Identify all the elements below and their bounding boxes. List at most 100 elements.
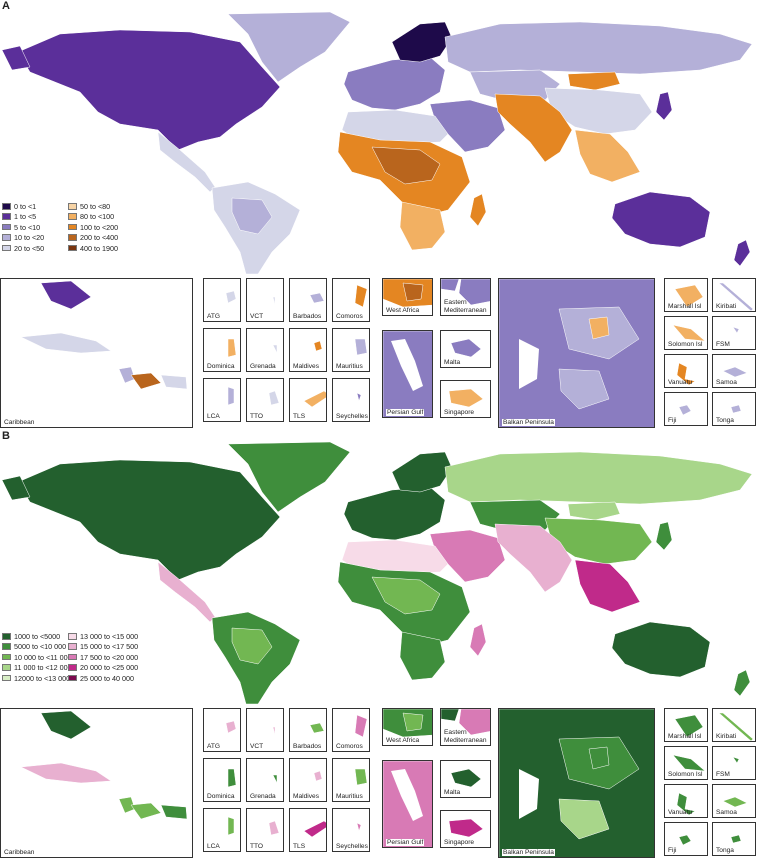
inset-kiribati: Kiribati	[712, 708, 756, 742]
inset-maldives: Maldives	[289, 328, 327, 372]
inset-label-eastern-mediterranean: Eastern Mediterranean	[444, 299, 487, 314]
inset-fsm: FSM	[712, 316, 756, 350]
inset-seychelles: Seychelles	[332, 808, 370, 852]
inset-label: Marshall Isl	[668, 302, 702, 310]
legend-swatch	[2, 633, 11, 640]
region-greenland	[227, 442, 351, 513]
inset-maldives: Maldives	[289, 758, 327, 802]
legend-swatch	[2, 674, 11, 682]
inset-grenada: Grenada	[246, 758, 284, 802]
inset-label: TTO	[250, 842, 264, 850]
legend-label: 80 to <100	[80, 212, 115, 222]
legend-swatch	[68, 674, 77, 682]
legend-swatch	[68, 244, 77, 252]
panel-label: B	[2, 430, 10, 442]
panel-a: A	[0, 0, 757, 429]
inset-vanuatu: Vanuatu	[664, 354, 708, 388]
legend: 0 to <1 1 to <5 5 to <10 10 to <20 20 to <50…	[2, 202, 212, 254]
region-russia	[444, 21, 753, 75]
panel-b: B	[0, 430, 757, 859]
inset-label: TTO	[250, 412, 264, 420]
inset-label: ATG	[207, 312, 221, 320]
legend-item: 10 to <20	[2, 233, 44, 243]
inset-label: VCT	[250, 742, 264, 750]
inset-label: Maldives	[293, 362, 320, 370]
inset-label-west-africa: West Africa	[386, 306, 420, 314]
inset-label: Barbados	[293, 742, 322, 750]
inset-marshall-isl: Marshall Isl	[664, 278, 708, 312]
inset-lca: LCA	[203, 378, 241, 422]
region-scandinavia	[391, 21, 453, 63]
legend-swatch	[68, 643, 77, 650]
inset-label: Mauritius	[336, 362, 363, 370]
legend-item: 17 500 to <20 000	[68, 653, 138, 663]
inset-caribbean: Caribbean	[0, 278, 193, 428]
legend-swatch	[68, 664, 77, 671]
panel-label: A	[2, 0, 10, 12]
region-new-zealand	[733, 669, 751, 697]
inset-tls: TLS	[289, 378, 327, 422]
inset-label-balkan: Balkan Peninsula	[502, 848, 555, 856]
legend-swatch	[68, 213, 77, 220]
caribbean-map	[20, 710, 188, 820]
inset-mauritius: Mauritius	[332, 758, 370, 802]
region-mongolia	[567, 501, 621, 521]
region-europe	[343, 486, 446, 541]
region-scandinavia	[391, 451, 453, 493]
region-japan	[655, 91, 673, 121]
inset-label: VCT	[250, 312, 264, 320]
inset-label: Fiji	[668, 846, 677, 854]
inset-label-malta: Malta	[444, 358, 461, 366]
inset-lca: LCA	[203, 808, 241, 852]
inset-label: Solomon Isl	[668, 340, 703, 348]
legend-label: 10 to <20	[14, 233, 45, 243]
inset-comoros: Comoros	[332, 278, 370, 322]
legend-label: 50 to <80	[80, 202, 111, 211]
inset-label: Comoros	[336, 742, 363, 750]
region-australia	[611, 191, 711, 248]
region-new-zealand	[733, 239, 751, 267]
region-se-asia	[574, 129, 641, 183]
legend-label: 15 000 to <17 500	[80, 642, 139, 652]
region-japan	[655, 521, 673, 551]
legend-swatch	[2, 643, 11, 650]
region-central-america	[157, 131, 216, 193]
inset-label: Vanuatu	[668, 378, 693, 386]
legend-item: 5000 to <10 000	[2, 642, 72, 652]
inset-persian-gulf: Persian Gulf	[382, 760, 433, 848]
legend-swatch	[68, 633, 77, 640]
inset-samoa: Samoa	[712, 354, 756, 388]
legend-swatch	[2, 203, 11, 210]
inset-marshall-isl: Marshall Isl	[664, 708, 708, 742]
legend-swatch	[68, 234, 77, 241]
legend-item: 12000 to <13 000	[2, 674, 72, 684]
inset-label-malta: Malta	[444, 788, 461, 796]
caribbean-map	[20, 280, 188, 390]
region-se-asia	[574, 559, 641, 613]
inset-vanuatu: Vanuatu	[664, 784, 708, 818]
inset-balkan-peninsula: Balkan Peninsula	[498, 708, 655, 858]
legend-label: 20 000 to <25 000	[80, 663, 139, 673]
region-alaska	[1, 45, 31, 71]
inset-vct: VCT	[246, 708, 284, 752]
inset-label: Kiribati	[716, 732, 737, 740]
legend-label: 100 to <200	[80, 222, 119, 232]
inset-tonga: Tonga	[712, 822, 756, 856]
inset-label: Grenada	[250, 362, 276, 370]
inset-label: Seychelles	[336, 412, 368, 420]
region-south-asia	[494, 93, 573, 163]
legend-item: 80 to <100	[68, 212, 118, 222]
legend-label: 200 to <400	[80, 233, 119, 243]
inset-comoros: Comoros	[332, 708, 370, 752]
inset-label: Marshall Isl	[668, 732, 702, 740]
legend-item: 25 000 to 40 000	[68, 674, 138, 684]
legend-label: 5000 to <10 000	[14, 642, 67, 652]
legend-label: 400 to 1900	[80, 243, 118, 253]
legend-swatch	[2, 223, 11, 231]
legend-item: 50 to <80	[68, 202, 118, 212]
inset-label: TLS	[293, 842, 306, 850]
inset-eastern-mediterranean: Eastern Mediterranean	[440, 708, 491, 746]
inset-label: TLS	[293, 412, 306, 420]
inset-label: LCA	[207, 412, 220, 420]
inset-tls: TLS	[289, 808, 327, 852]
